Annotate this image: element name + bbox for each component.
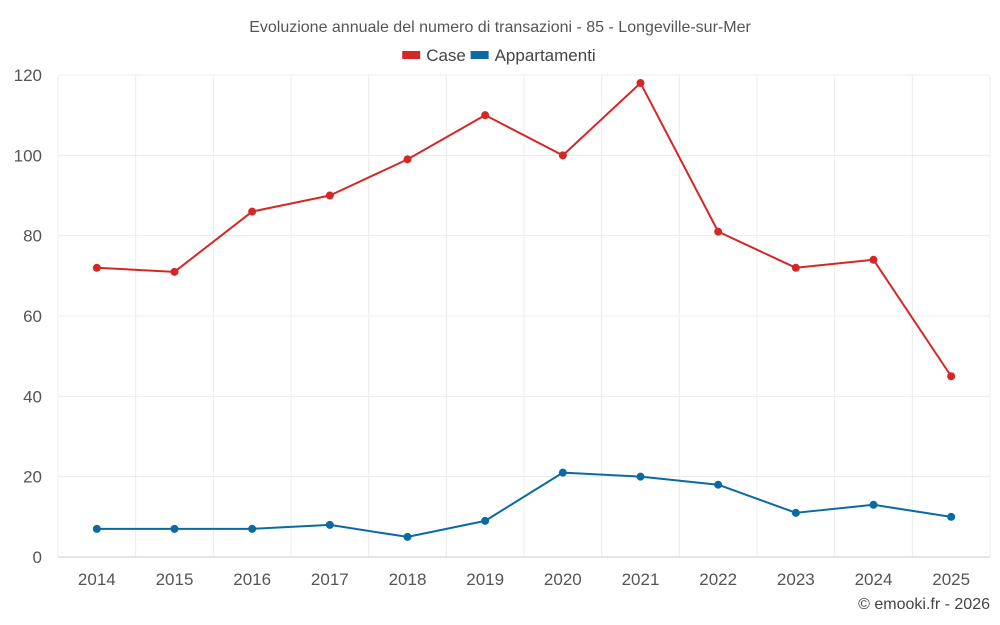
y-tick-label: 80 <box>23 227 42 246</box>
data-point <box>403 155 412 164</box>
data-point <box>869 255 878 264</box>
x-tick-label: 2014 <box>78 570 116 589</box>
y-tick-label: 60 <box>23 307 42 326</box>
data-point <box>92 524 101 533</box>
data-point <box>481 516 490 525</box>
data-point <box>558 151 567 160</box>
series-case <box>92 79 956 381</box>
data-point <box>248 524 257 533</box>
credit-text: © emooki.fr - 2026 <box>858 596 990 613</box>
legend-swatch <box>470 51 489 59</box>
y-tick-label: 0 <box>33 548 42 567</box>
data-point <box>791 508 800 517</box>
x-tick-label: 2023 <box>777 570 815 589</box>
legend-label: Appartamenti <box>495 46 596 65</box>
chart-legend: Case Appartamenti <box>402 46 596 65</box>
x-tick-label: 2021 <box>622 570 660 589</box>
data-point <box>636 472 645 481</box>
legend-item-appartamenti: Appartamenti <box>470 46 596 65</box>
data-point <box>170 524 179 533</box>
chart-title: Evoluzione annuale del numero di transaz… <box>249 19 751 36</box>
data-point <box>791 263 800 272</box>
data-point <box>869 500 878 509</box>
data-point <box>947 512 956 521</box>
x-tick-label: 2019 <box>466 570 504 589</box>
data-point <box>248 207 257 216</box>
legend-item-case: Case <box>402 46 466 65</box>
legend-swatch <box>402 51 421 59</box>
data-point <box>558 468 567 477</box>
y-tick-label: 120 <box>14 66 42 85</box>
y-tick-label: 100 <box>14 146 42 165</box>
horizontal-gridlines <box>58 74 990 478</box>
data-point <box>92 263 101 272</box>
x-tick-label: 2025 <box>932 570 970 589</box>
y-tick-label: 40 <box>23 387 42 406</box>
series-line <box>96 82 952 377</box>
x-tick-label: 2016 <box>233 570 271 589</box>
legend-label: Case <box>426 46 466 65</box>
series-line <box>96 471 952 538</box>
data-point <box>325 520 334 529</box>
data-point <box>714 480 723 489</box>
data-point <box>325 191 334 200</box>
data-point <box>403 532 412 541</box>
x-tick-label: 2022 <box>699 570 737 589</box>
y-tick-label: 20 <box>23 468 42 487</box>
x-tick-label: 2018 <box>389 570 427 589</box>
x-tick-label: 2015 <box>156 570 194 589</box>
data-point <box>714 227 723 236</box>
data-point <box>947 372 956 381</box>
x-tick-label: 2017 <box>311 570 349 589</box>
series-appartamenti <box>92 468 956 541</box>
y-axis-ticks: 0 20 40 60 80 100 120 <box>14 66 42 567</box>
x-tick-label: 2020 <box>544 570 582 589</box>
x-tick-label: 2024 <box>855 570 893 589</box>
data-point <box>481 111 490 120</box>
series-layer <box>92 79 956 541</box>
x-axis-ticks: 2014 2015 2016 2017 2018 2019 2020 2021 2022 2023… <box>78 570 970 589</box>
data-point <box>636 79 645 88</box>
data-point <box>170 267 179 276</box>
